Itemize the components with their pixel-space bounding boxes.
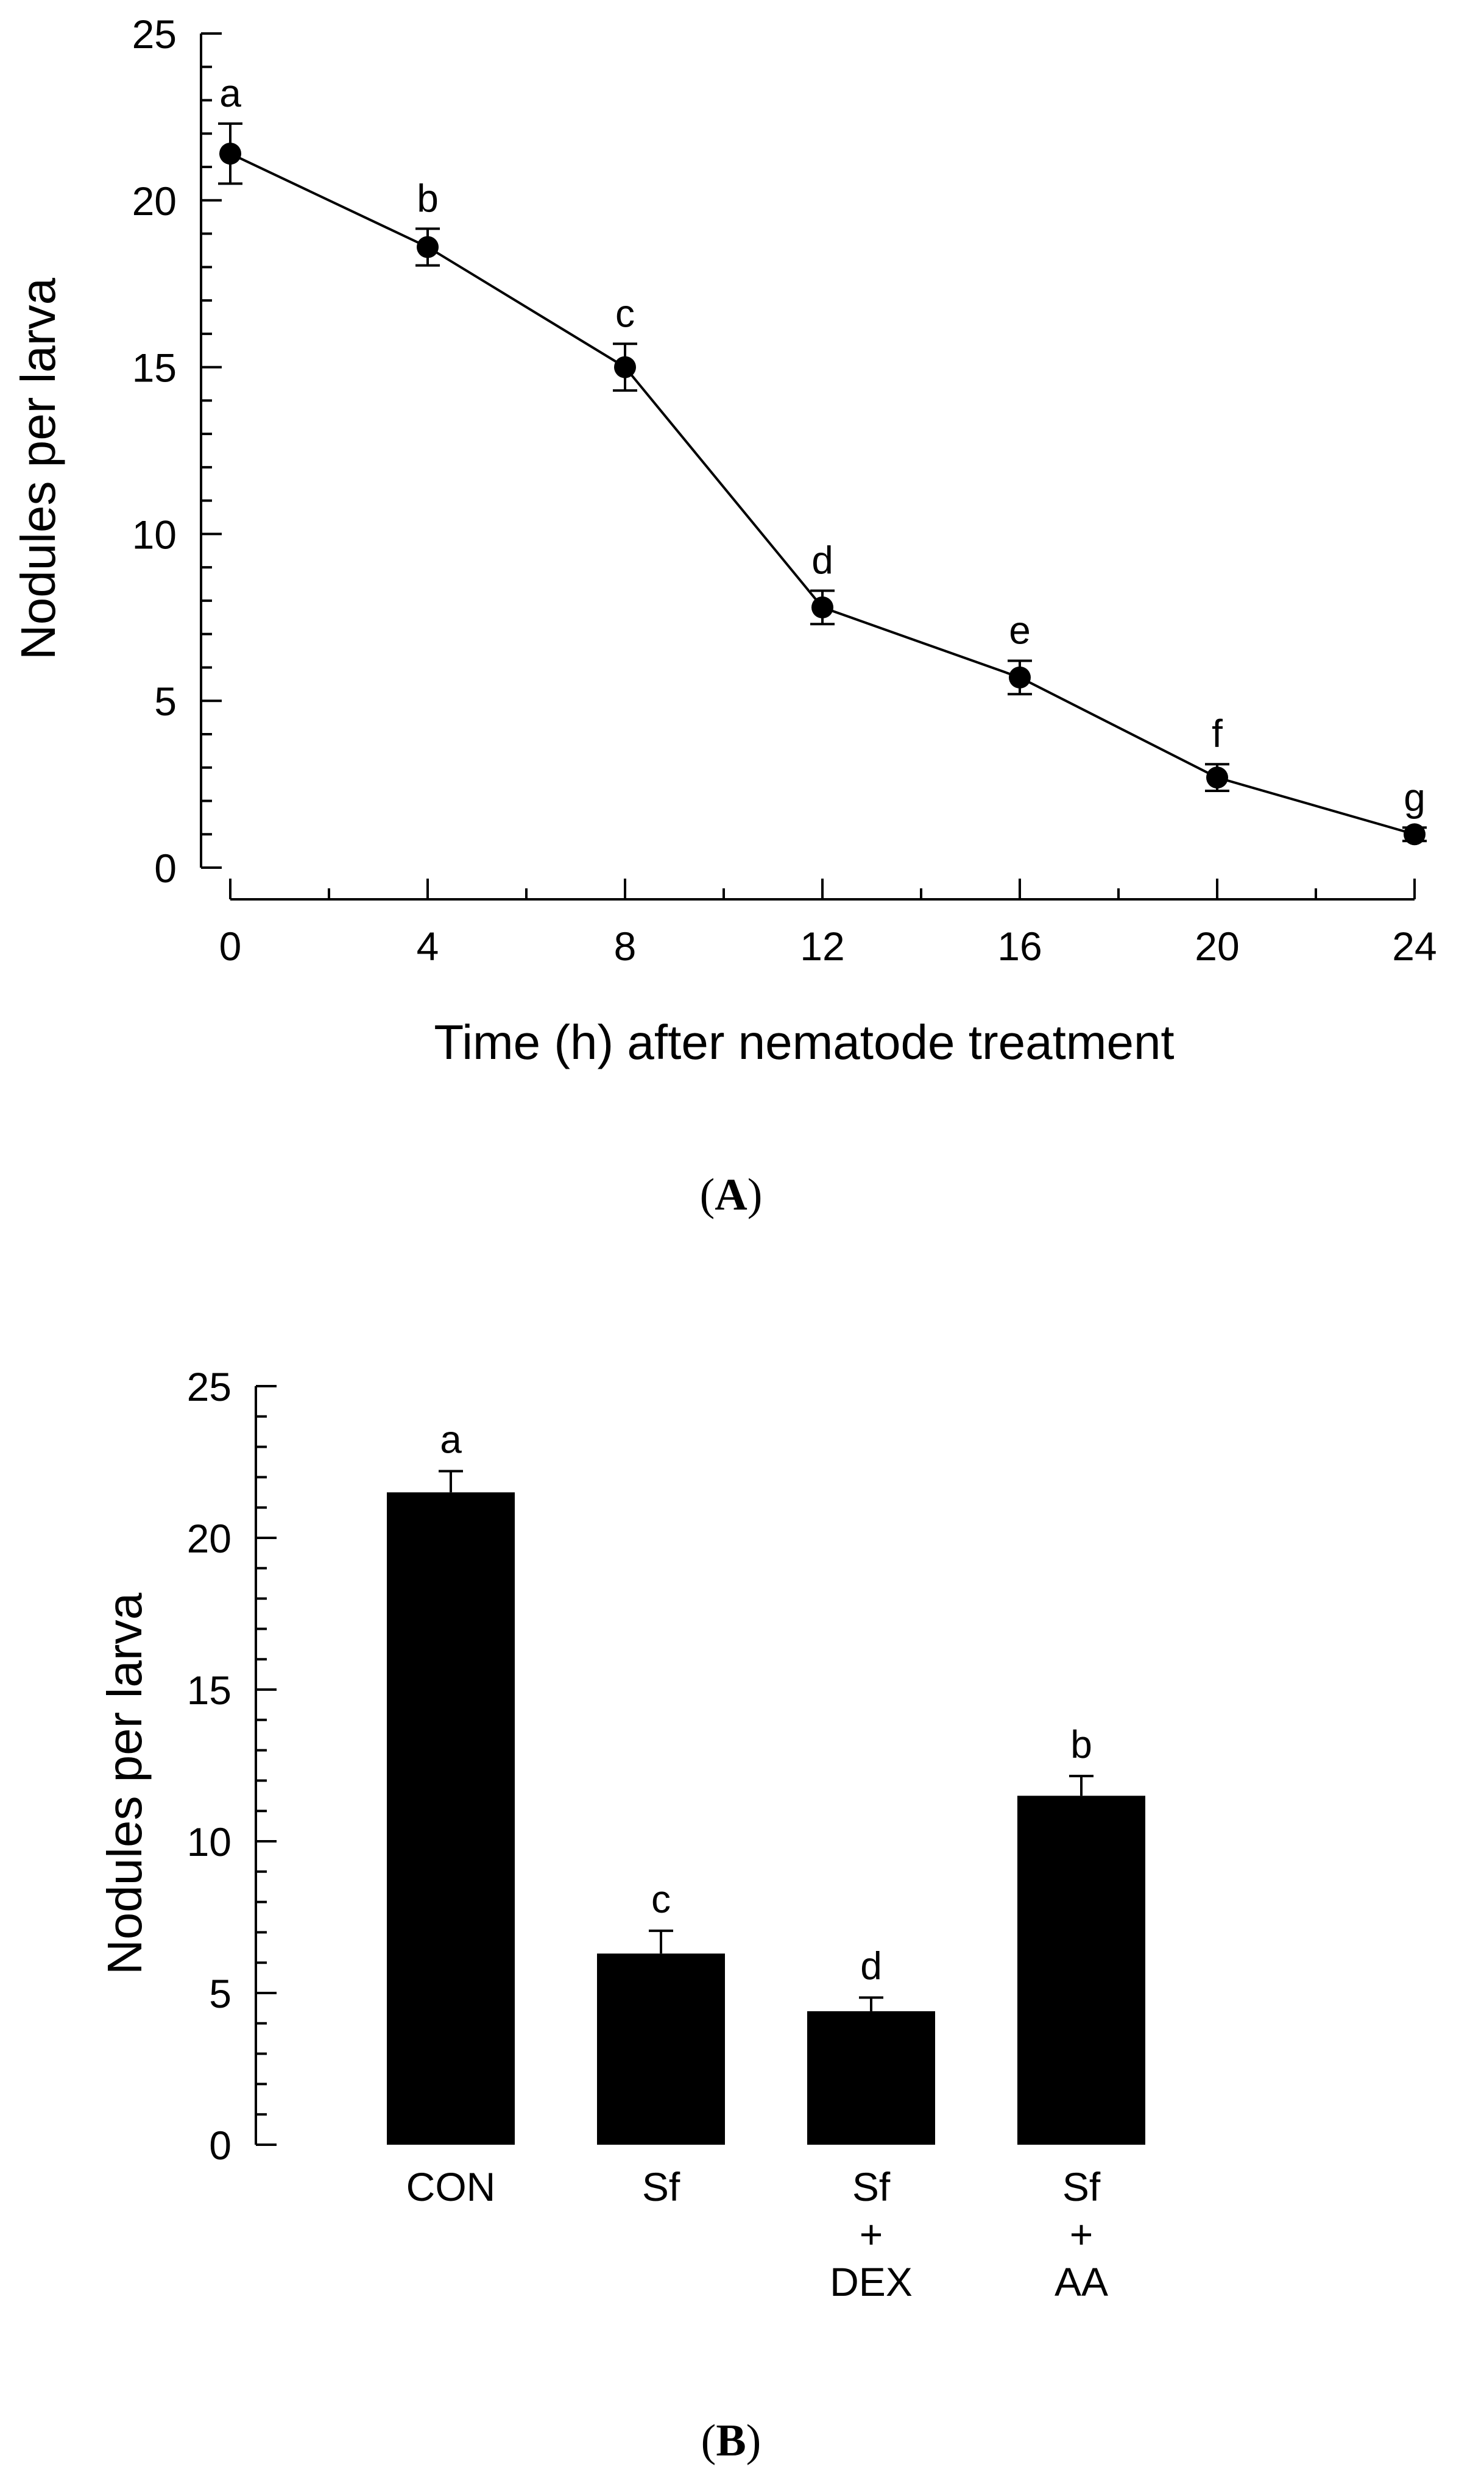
significance-letter: d [860, 1944, 882, 1988]
significance-letter: c [615, 291, 635, 335]
y-axis-title: Nodules per larva [11, 278, 65, 660]
significance-letter: a [219, 71, 241, 115]
data-point [614, 356, 636, 378]
bar [807, 2011, 935, 2145]
category-label: CON [406, 2164, 496, 2209]
y-tick-label: 0 [209, 2123, 231, 2168]
y-tick-label: 25 [187, 1364, 231, 1409]
x-tick-label: 24 [1392, 924, 1436, 969]
significance-letter: d [811, 538, 833, 582]
data-point [1206, 766, 1228, 789]
x-tick-label: 16 [997, 924, 1042, 969]
data-point [811, 596, 833, 618]
y-tick-label: 0 [154, 846, 177, 891]
category-label: DEX [830, 2259, 913, 2304]
data-point [417, 236, 439, 258]
y-tick-label: 5 [154, 679, 177, 724]
significance-letter: e [1009, 608, 1031, 652]
y-tick-label: 10 [187, 1819, 231, 1864]
category-label: + [860, 2212, 883, 2257]
y-axis-title: Nodules per larva [97, 1593, 152, 1975]
x-tick-label: 0 [219, 924, 242, 969]
category-label: AA [1055, 2259, 1108, 2304]
category-label: + [1070, 2212, 1094, 2257]
category-label: Sf [852, 2164, 891, 2209]
significance-letter: c [651, 1877, 671, 1921]
bar [597, 1953, 725, 2145]
bar [1017, 1796, 1145, 2145]
x-tick-label: 4 [417, 924, 439, 969]
x-tick-label: 12 [800, 924, 844, 969]
y-tick-label: 20 [132, 179, 177, 224]
significance-letter: g [1404, 775, 1426, 819]
x-tick-label: 20 [1195, 924, 1239, 969]
panel-a-line-chart: 0 5 10 15 20 25 0 4 8 12 16 20 24 Time (h) after nema… [11, 12, 1437, 1069]
panel-b-label: (B) [701, 2416, 761, 2466]
series-line [230, 152, 1415, 836]
category-label: Sf [1062, 2164, 1101, 2209]
y-tick-label: 15 [132, 345, 177, 391]
y-tick-label: 5 [209, 1971, 231, 2016]
bar [387, 1492, 515, 2145]
y-tick-label: 20 [187, 1516, 231, 1561]
significance-letter: f [1212, 712, 1223, 756]
data-point [1009, 666, 1031, 689]
y-tick-label: 10 [132, 512, 177, 557]
significance-letter: a [440, 1417, 462, 1461]
y-tick-label: 25 [132, 12, 177, 57]
y-tick-label: 15 [187, 1668, 231, 1713]
x-axis-title: Time (h) after nematode treatment [434, 1015, 1174, 1069]
category-label: Sf [642, 2164, 680, 2209]
panel-a-label: (A) [700, 1170, 763, 1220]
significance-letter: b [1070, 1722, 1092, 1766]
significance-letter: b [417, 176, 439, 220]
data-point [219, 143, 241, 165]
x-tick-label: 8 [614, 924, 637, 969]
data-point [1404, 823, 1426, 846]
